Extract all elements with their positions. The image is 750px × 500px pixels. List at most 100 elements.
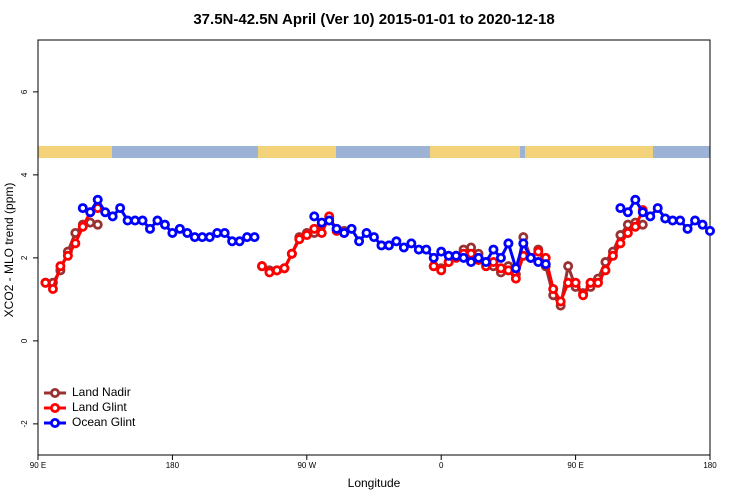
point [682,223,693,234]
point [555,296,566,307]
point [622,207,633,218]
point [204,232,215,243]
point [182,227,193,238]
point [249,232,260,243]
point [279,263,290,274]
point [40,277,51,288]
point [361,227,372,238]
x-tick-label: 180 [166,461,180,470]
point [488,244,499,255]
point [480,257,491,268]
chart-title: 37.5N-42.5N April (Ver 10) 2015-01-01 to… [193,11,554,28]
point [77,221,88,232]
point [354,236,365,247]
point [174,223,185,234]
legend-marker [50,387,61,398]
x-tick-label: 0 [439,461,444,470]
point [406,238,417,249]
point [428,261,439,272]
point [159,219,170,230]
point [525,252,536,263]
point [137,215,148,226]
point [309,223,320,234]
point [548,283,559,294]
y-tick-label: -2 [20,420,29,428]
y-tick-label: 0 [20,338,29,343]
point [495,252,506,263]
point [436,265,447,276]
point [503,238,514,249]
point [324,215,335,226]
point [645,211,656,222]
point [615,238,626,249]
legend-label: Land Glint [72,400,127,414]
point [563,261,574,272]
point [473,252,484,263]
y-tick-label: 6 [20,89,29,94]
x-tick-label: 90 E [30,461,46,470]
point [92,194,103,205]
point [55,261,66,272]
point [144,223,155,234]
point [518,238,529,249]
point [593,277,604,288]
point [630,194,641,205]
y-axis-label: XCO2 - MLO trend (ppm) [2,183,16,318]
point [316,227,327,238]
point [309,211,320,222]
x-tick-label: 90 W [297,461,316,470]
point [533,246,544,257]
point [705,225,716,236]
x-axis-label: Longitude [348,476,401,490]
point [286,248,297,259]
point [428,252,439,263]
point [77,203,88,214]
point [167,227,178,238]
point [115,203,126,214]
x-tick-label: 180 [703,461,717,470]
legend-marker [50,402,61,413]
point [383,240,394,251]
land-strip [38,146,112,158]
point [436,246,447,257]
y-tick-label: 4 [20,172,29,177]
point [466,257,477,268]
point [690,215,701,226]
point [637,207,648,218]
point [70,238,81,249]
land-strip [525,146,653,158]
land-strip [258,146,336,158]
point [510,273,521,284]
y-tick-label: 2 [20,255,29,260]
point [152,215,163,226]
map-strip [38,146,710,158]
point [652,203,663,214]
point [615,203,626,214]
point [391,236,402,247]
point [600,265,611,276]
legend-label: Ocean Glint [72,415,136,429]
point [630,221,641,232]
point [368,232,379,243]
x-tick-label: 90 E [567,461,583,470]
point [62,250,73,261]
point [466,248,477,259]
point [294,234,305,245]
point [301,230,312,241]
legend-marker [50,417,61,428]
point [578,290,589,301]
legend-label: Land Nadir [72,385,131,399]
point [47,283,58,294]
point [85,207,96,218]
point [331,223,342,234]
point [421,244,432,255]
point [339,227,350,238]
point [622,227,633,238]
point [697,219,708,230]
point [570,277,581,288]
point [510,263,521,274]
point [256,261,267,272]
land-strip [430,146,520,158]
